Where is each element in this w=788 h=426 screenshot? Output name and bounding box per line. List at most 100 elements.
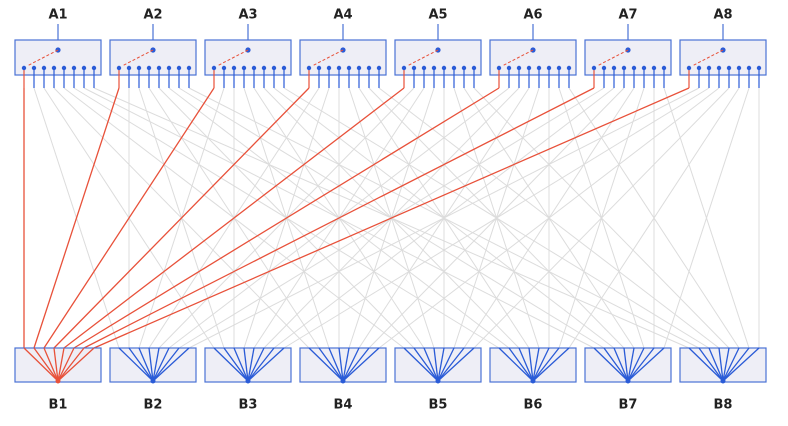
pin-dot: [186, 65, 192, 71]
pin-dot: [756, 65, 762, 71]
pin-dot: [546, 65, 552, 71]
top-box: [584, 39, 672, 76]
pin-dot: [366, 65, 372, 71]
fan-apex: [625, 378, 631, 384]
active-wire: [43, 87, 215, 349]
pin-dot: [41, 65, 47, 71]
top-label: A5: [428, 8, 447, 23]
top-box: [109, 39, 197, 76]
top-box: [14, 39, 102, 76]
pin-dot: [556, 65, 562, 71]
pin-dot: [496, 65, 502, 71]
fan-line: [623, 347, 629, 382]
fan-line: [57, 347, 95, 382]
pin-dot: [601, 65, 607, 71]
fan-line: [342, 347, 370, 382]
fan-line: [722, 347, 750, 382]
pin-dot: [271, 65, 277, 71]
top-box: [679, 39, 767, 76]
pin-dot: [461, 65, 467, 71]
top-box: [489, 39, 577, 76]
bottom-label: B1: [49, 398, 68, 413]
fan-line: [498, 347, 534, 382]
fan-line: [57, 347, 65, 382]
pin-dot: [726, 65, 732, 71]
fan-line: [593, 347, 629, 382]
pin-dot: [651, 65, 657, 71]
top-label: A8: [713, 8, 732, 23]
switch-arrow: [216, 49, 249, 67]
pin-dot: [251, 65, 257, 71]
wire: [473, 87, 730, 349]
pin-dot: [686, 65, 692, 71]
pin-dot: [441, 65, 447, 71]
fan-line: [23, 347, 59, 382]
pin-dot: [356, 65, 362, 71]
pin-dot: [736, 65, 742, 71]
pin-dot: [241, 65, 247, 71]
top-label: A2: [143, 8, 162, 23]
fan-line: [342, 347, 360, 382]
wire: [568, 87, 740, 349]
pin-dot: [61, 65, 67, 71]
fan-line: [722, 347, 730, 382]
bottom-label: B2: [144, 398, 163, 413]
fan-line: [627, 347, 635, 382]
wire: [663, 87, 750, 349]
pin-dot: [516, 65, 522, 71]
fan-apex: [245, 378, 251, 384]
fan-apex: [340, 378, 346, 384]
fan-line: [532, 347, 550, 382]
fan-line: [437, 347, 475, 382]
fan-line: [152, 347, 170, 382]
fan-line: [532, 347, 570, 382]
fan-line: [627, 347, 655, 382]
pin-dot: [316, 65, 322, 71]
fan-line: [328, 347, 344, 382]
pin-dot: [716, 65, 722, 71]
fan-line: [698, 347, 724, 382]
fan-line: [318, 347, 344, 382]
active-wire: [93, 87, 690, 349]
pin-dot: [261, 65, 267, 71]
top-label: A4: [333, 8, 352, 23]
fan-line: [528, 347, 534, 382]
pin-dot: [346, 65, 352, 71]
bottom-label: B4: [334, 398, 353, 413]
fan-apex: [720, 378, 726, 384]
fan-line: [403, 347, 439, 382]
pin-dot: [31, 65, 37, 71]
fan-line: [613, 347, 629, 382]
fan-line: [247, 347, 265, 382]
fan-line: [342, 347, 380, 382]
fan-line: [213, 347, 249, 382]
pin-dot: [221, 65, 227, 71]
fan-apex: [150, 378, 156, 384]
fan-line: [223, 347, 249, 382]
top-box: [204, 39, 292, 76]
active-wire: [83, 87, 595, 349]
fan-line: [338, 347, 344, 382]
fan-line: [128, 347, 154, 382]
fan-line: [437, 347, 465, 382]
fan-line: [243, 347, 249, 382]
active-wire: [53, 87, 310, 349]
fan-line: [57, 347, 85, 382]
fan-line: [53, 347, 59, 382]
active-wire: [63, 87, 405, 349]
active-wire: [33, 87, 120, 349]
wire: [283, 87, 710, 349]
pin-dot: [156, 65, 162, 71]
fan-line: [518, 347, 534, 382]
pin-dot: [431, 65, 437, 71]
pin-dot: [326, 65, 332, 71]
fan-line: [722, 347, 740, 382]
fan-apex: [435, 378, 441, 384]
pin-dot: [146, 65, 152, 71]
pin-dot: [526, 65, 532, 71]
pin-dot: [611, 65, 617, 71]
fan-line: [433, 347, 439, 382]
switch-arrow: [596, 49, 629, 67]
pin-dot: [71, 65, 77, 71]
